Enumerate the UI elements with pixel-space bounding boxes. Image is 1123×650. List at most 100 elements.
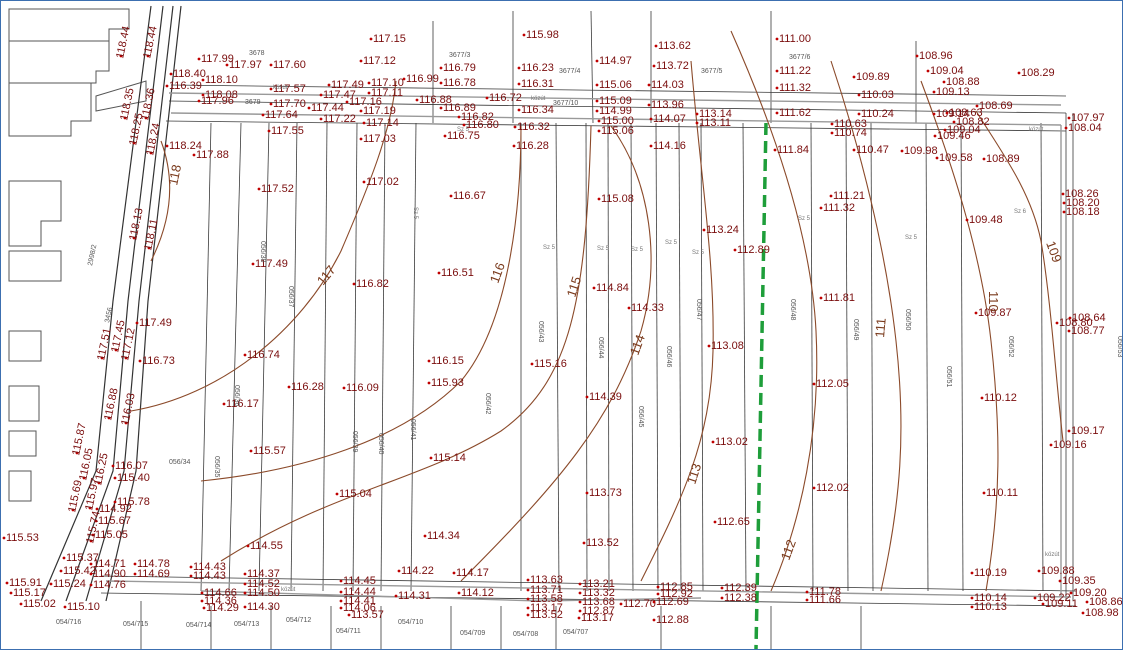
elevation-point-marker bbox=[462, 123, 466, 127]
elevation-label: 113.62 bbox=[658, 40, 691, 52]
contour-line bbox=[150, 140, 171, 262]
elevation-label: 116.73 bbox=[142, 355, 175, 367]
elevation-label: 107.97 bbox=[1071, 112, 1105, 124]
elevation-point-marker bbox=[362, 121, 366, 125]
building-outline bbox=[95, 80, 147, 112]
elevation-label: 117.22 bbox=[323, 113, 356, 125]
elevation-label: 113.17 bbox=[530, 602, 563, 614]
boundary-lines bbox=[105, 92, 1072, 602]
elevation-point-marker bbox=[189, 565, 193, 569]
elevation-point-marker bbox=[733, 248, 737, 252]
elevation-point-marker bbox=[578, 582, 582, 586]
elevation-label: 114.90 bbox=[93, 568, 126, 580]
elevation-label: 117.02 bbox=[366, 176, 399, 188]
elevation-label: 112.38 bbox=[724, 592, 757, 604]
elevation-point-marker bbox=[805, 590, 809, 594]
elevation-point-marker bbox=[319, 117, 323, 121]
elevation-point-marker bbox=[457, 115, 461, 119]
elevation-label: 109.48 bbox=[969, 214, 1003, 226]
elevation-label: 115.40 bbox=[117, 472, 150, 484]
elevation-point-marker bbox=[526, 613, 530, 617]
elevation-label: 115.14 bbox=[433, 452, 466, 464]
parcel-number-label: 054/708 bbox=[513, 631, 538, 638]
parcel-number-label: 3456 bbox=[104, 307, 114, 324]
elevation-point-marker bbox=[974, 311, 978, 315]
elevation-point-marker bbox=[132, 236, 136, 240]
elevation-label: 115.24 bbox=[53, 578, 86, 590]
proposed-route-line bbox=[754, 122, 768, 649]
elevation-label: 113.68 bbox=[582, 596, 615, 608]
parcel-number-label: 054/714 bbox=[186, 622, 211, 629]
elevation-label: 109.04 bbox=[947, 124, 981, 136]
elevation-label: 108.04 bbox=[1068, 122, 1102, 134]
elevation-label: 114.50 bbox=[247, 587, 280, 599]
land-use-label: közút bbox=[273, 85, 288, 91]
building-outline bbox=[8, 330, 42, 362]
contour-label: 113 bbox=[684, 462, 705, 486]
boundary-line bbox=[105, 580, 1072, 598]
parcel-line bbox=[845, 122, 849, 592]
parcel-number-label: 054/712 bbox=[286, 617, 311, 624]
elevation-label: 117.44 bbox=[311, 102, 344, 114]
elevation-label: 114.36 bbox=[204, 595, 237, 607]
elevation-point-marker bbox=[246, 544, 250, 548]
elevation-label: 116.82 bbox=[356, 278, 389, 290]
elevation-point-marker bbox=[517, 66, 521, 70]
elevation-point-marker bbox=[243, 582, 247, 586]
contour-line bbox=[830, 60, 902, 592]
elevation-label: 117.11 bbox=[371, 87, 403, 99]
elevation-label: 114.71 bbox=[93, 558, 126, 570]
elevation-label: 112.39 bbox=[724, 582, 757, 594]
elevation-label: 116.72 bbox=[489, 92, 522, 104]
elevation-label: 116.99 bbox=[406, 73, 439, 85]
elevation-point-marker bbox=[62, 556, 66, 560]
road-edge bbox=[65, 5, 164, 602]
parcel-number-label: 056/47 bbox=[695, 299, 702, 321]
elevation-point-marker bbox=[243, 572, 247, 576]
elevation-point-marker bbox=[943, 128, 947, 132]
elevation-label: 114.66 bbox=[204, 587, 237, 599]
parcel-line bbox=[290, 122, 298, 592]
elevation-label: 110.47 bbox=[856, 144, 889, 156]
parcel-number-label: 056/48 bbox=[789, 299, 796, 321]
elevation-point-marker bbox=[952, 120, 956, 124]
parcel-line bbox=[165, 120, 1067, 132]
parcel-number-label: 056/44 bbox=[597, 337, 604, 359]
elevation-point-marker bbox=[165, 144, 169, 148]
elevation-point-marker bbox=[119, 54, 123, 58]
parcel-number-label: 056/34 bbox=[169, 459, 191, 466]
elevation-point-marker bbox=[339, 590, 343, 594]
elevation-label: 117.57 bbox=[273, 83, 306, 95]
elevation-point-marker bbox=[649, 117, 653, 121]
elevation-label: 108.86 bbox=[1089, 596, 1122, 608]
elevation-label: 115.57 bbox=[253, 445, 286, 457]
elevation-label: 108.89 bbox=[986, 153, 1020, 165]
elevation-point-marker bbox=[342, 386, 346, 390]
elevation-point-marker bbox=[1041, 602, 1045, 606]
elevation-point-marker bbox=[857, 93, 861, 97]
elevation-label: 117.99 bbox=[201, 53, 234, 65]
elevation-point-marker bbox=[439, 81, 443, 85]
contour-line bbox=[200, 125, 522, 482]
elevation-label: 114.43 bbox=[193, 570, 226, 582]
elevation-label: 114.92 bbox=[99, 503, 132, 515]
elevation-point-marker bbox=[429, 456, 433, 460]
elevation-point-marker bbox=[775, 111, 779, 115]
elevation-label: 113.17 bbox=[581, 612, 614, 624]
parcel-number-label: 056/39 bbox=[351, 431, 358, 453]
elevation-label: 115.00 bbox=[601, 115, 634, 127]
elevation-point-marker bbox=[439, 66, 443, 70]
elevation-point-marker bbox=[202, 606, 206, 610]
elevation-label: 115.67 bbox=[98, 515, 131, 527]
elevation-label: 115.98 bbox=[526, 29, 559, 41]
parcel-number-label: 2998/2 bbox=[87, 244, 98, 267]
elevation-point-marker bbox=[423, 534, 427, 538]
parcel-line bbox=[585, 122, 588, 592]
road-labels-layer: közút közút közút közút közút Sz 5 Sz 5 Sz 5 Sz … bbox=[273, 85, 1060, 593]
elevation-label: 109.20 bbox=[1073, 587, 1107, 599]
contour-labels-layer: 118 117 116 115 114 113 112 111 110 109 bbox=[165, 163, 1064, 562]
elevation-label: 114.12 bbox=[461, 587, 494, 599]
elevation-label: 113.24 bbox=[706, 224, 739, 236]
elevation-point-marker bbox=[339, 579, 343, 583]
